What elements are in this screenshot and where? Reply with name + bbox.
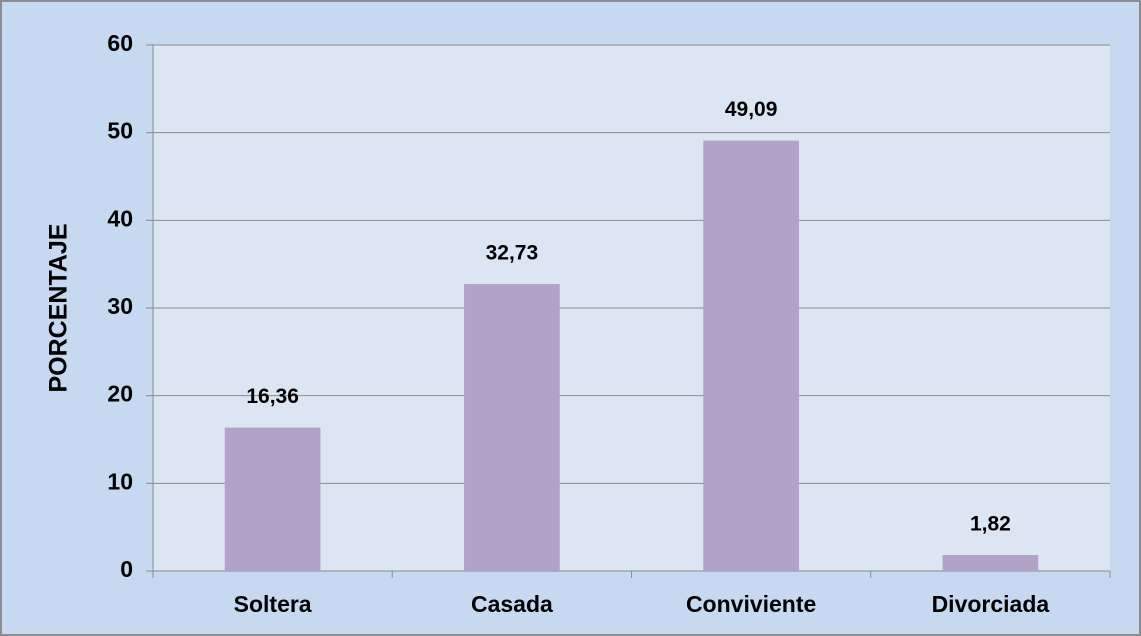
y-tick-label: 20 <box>107 381 133 407</box>
x-tick-label: Conviviente <box>686 591 816 617</box>
bar <box>224 427 321 571</box>
x-tick-label: Casada <box>471 591 553 617</box>
bar <box>942 555 1039 571</box>
value-label: 32,73 <box>486 242 539 265</box>
value-label: 1,82 <box>970 513 1011 536</box>
value-label: 49,09 <box>725 98 778 121</box>
y-axis-label: PORCENTAJE <box>45 223 73 392</box>
value-label: 16,36 <box>246 385 299 408</box>
y-tick-label: 40 <box>107 205 133 231</box>
y-tick-label: 50 <box>107 118 133 144</box>
bar <box>464 284 560 571</box>
y-tick-label: 60 <box>107 30 133 56</box>
y-tick-label: 30 <box>107 293 133 319</box>
x-tick-label: Soltera <box>234 591 312 617</box>
y-tick-label: 10 <box>107 468 133 494</box>
y-tick-label: 0 <box>120 556 133 582</box>
x-tick-label: Divorciada <box>932 591 1050 617</box>
bar <box>703 140 799 571</box>
